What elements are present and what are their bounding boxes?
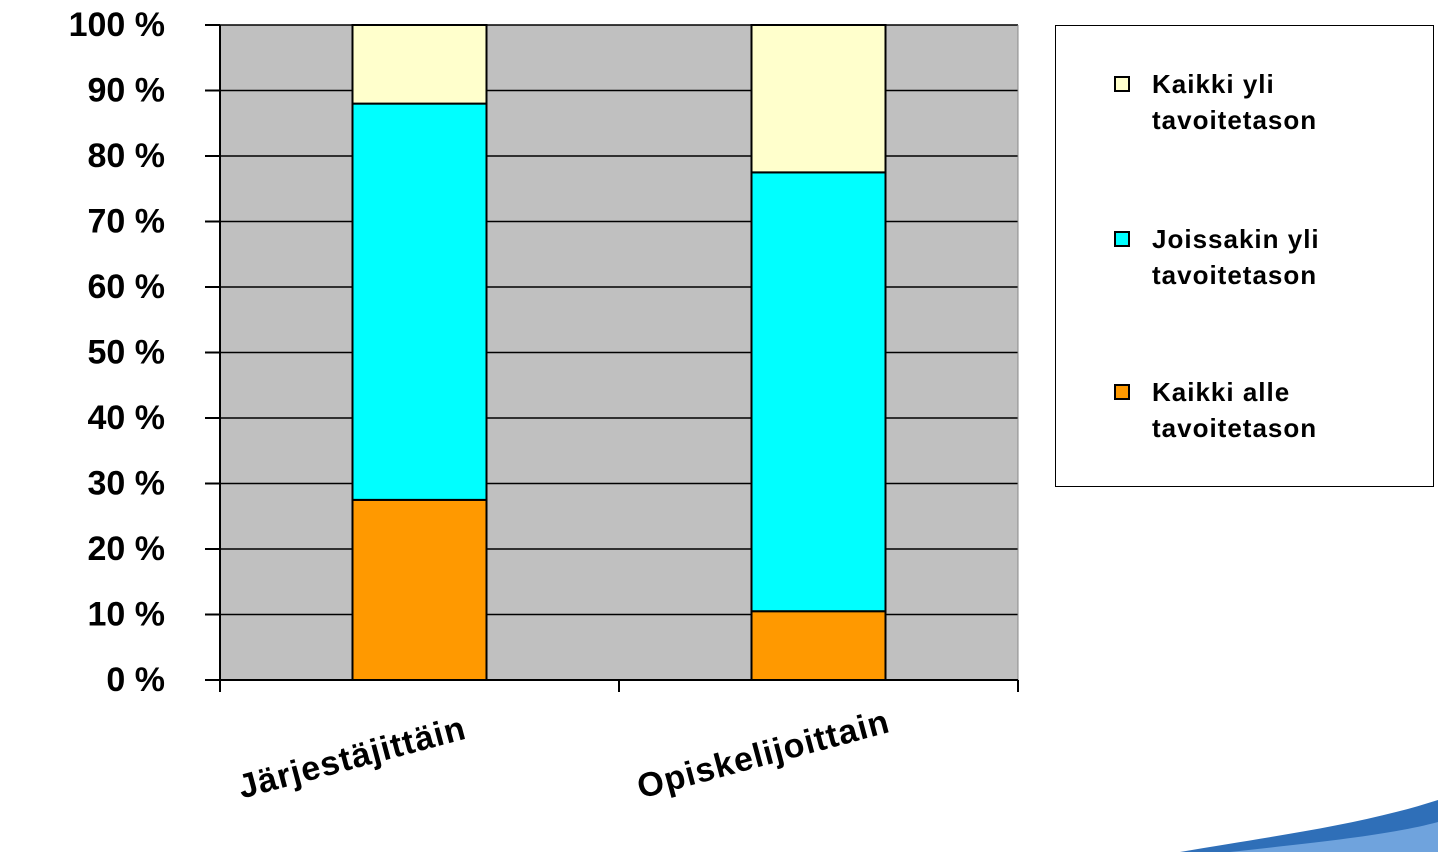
decor-swoosh <box>1230 822 1438 852</box>
y-tick-label: 50 % <box>88 333 166 371</box>
legend: Kaikki yli tavoitetason Joissakin yli tav… <box>1055 25 1434 487</box>
bar-segment <box>351 498 488 681</box>
legend-swatch <box>1114 76 1130 92</box>
y-tick-label: 70 % <box>88 202 166 240</box>
legend-label: Kaikki yli tavoitetason <box>1152 69 1318 135</box>
bar-segment <box>750 171 887 613</box>
legend-label: Joissakin yli tavoitetason <box>1152 224 1320 290</box>
bar-segment <box>750 24 887 174</box>
bar-segment <box>750 610 887 681</box>
y-tick-label: 100 % <box>69 6 165 44</box>
y-tick-label: 0 % <box>106 661 165 699</box>
bar-segment <box>351 102 488 501</box>
y-tick-label: 80 % <box>88 137 166 175</box>
legend-swatch <box>1114 231 1130 247</box>
x-tick-label: Opiskelijoittain <box>633 702 894 806</box>
y-tick-label: 20 % <box>88 530 166 568</box>
legend-label: Kaikki alle tavoitetason <box>1152 377 1318 443</box>
x-tick-label: Järjestäjittäin <box>234 709 470 806</box>
y-tick-label: 90 % <box>88 71 166 109</box>
y-tick-label: 30 % <box>88 464 166 502</box>
legend-entry: Joissakin yli tavoitetason <box>1114 221 1376 293</box>
legend-entry: Kaikki alle tavoitetason <box>1114 374 1376 446</box>
legend-entry: Kaikki yli tavoitetason <box>1114 66 1376 138</box>
legend-swatch <box>1114 384 1130 400</box>
y-tick-label: 40 % <box>88 399 166 437</box>
y-tick-label: 60 % <box>88 268 166 306</box>
bar-segment <box>351 24 488 105</box>
y-tick-label: 10 % <box>88 595 166 633</box>
